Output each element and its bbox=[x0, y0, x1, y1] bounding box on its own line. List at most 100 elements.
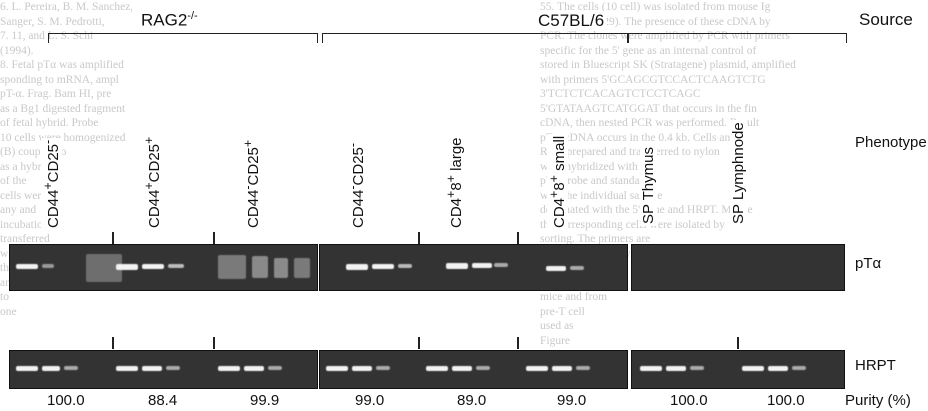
tick-a4 bbox=[517, 232, 519, 244]
phenotype-label-7: SP Thymus bbox=[640, 145, 657, 226]
purity-value-5: 89.0 bbox=[455, 392, 489, 409]
purity-value-2: 88.4 bbox=[146, 392, 180, 409]
background-text-line: stored in Bluescript SK (Stratagene) pla… bbox=[540, 59, 796, 71]
tick-a3 bbox=[418, 232, 420, 244]
purity-value-1: 100.0 bbox=[45, 392, 87, 409]
tick-b2 bbox=[213, 337, 215, 349]
ptalpha-band bbox=[472, 263, 492, 268]
tick-b1 bbox=[112, 337, 114, 349]
phenotype-label-6: CD4+8+ small bbox=[547, 133, 568, 230]
hrpt-gel-sp bbox=[631, 350, 845, 389]
hrpt-band bbox=[666, 366, 686, 371]
ptalpha-band bbox=[168, 264, 184, 268]
phenotype-label-3: CD44-CD25+ bbox=[241, 137, 262, 230]
background-text-line: 5'GTATAAGTCATGGAT that occurs in the fin bbox=[540, 102, 757, 115]
phenotype-label-5: CD4+8+ large bbox=[444, 135, 465, 230]
hrpt-band bbox=[742, 366, 764, 371]
c57-bracket bbox=[322, 33, 847, 43]
ptalpha-band bbox=[570, 266, 584, 270]
hrpt-band bbox=[42, 366, 60, 371]
background-text-line: the corresponding cells were isolated by bbox=[540, 218, 725, 231]
ptalpha-tickline bbox=[10, 228, 845, 230]
background-text-line: 8. Fetal pTα was amplified bbox=[0, 59, 124, 71]
background-text-line: used as bbox=[540, 320, 574, 332]
ptalpha-band bbox=[294, 258, 310, 278]
phenotype-row-label: Phenotype bbox=[852, 134, 928, 151]
purity-value-7: 100.0 bbox=[668, 392, 710, 409]
tick-a1 bbox=[112, 232, 114, 244]
hrpt-band bbox=[116, 366, 138, 371]
background-text-line: 6. L. Pereira, B. M. Sanchez, bbox=[0, 1, 132, 13]
hrpt-label: HRPT bbox=[852, 357, 899, 374]
purity-row-label: Purity (%) bbox=[843, 392, 913, 409]
tick-b3 bbox=[418, 337, 420, 349]
background-text-line: of the bbox=[0, 175, 27, 187]
background-text-line: as a Bg1 digested fragment bbox=[0, 102, 126, 115]
ptalpha-band bbox=[142, 264, 164, 269]
phenotype-label-2: CD44+CD25+ bbox=[142, 134, 163, 230]
ptalpha-band bbox=[546, 266, 566, 271]
background-text-line: RNA prepared and transferred to nylon bbox=[540, 146, 720, 158]
background-text-line: pT-α. Frag. Bam HI, pre bbox=[0, 88, 112, 100]
background-text-line: Sanger, S. M. Pedrotti, bbox=[0, 15, 105, 28]
background-text-line: as a hybrid bbox=[0, 160, 51, 173]
ptalpha-band bbox=[252, 256, 268, 278]
hrpt-band bbox=[768, 366, 788, 371]
ptalpha-band bbox=[218, 255, 246, 279]
background-text-line: 10 cells were homogenized bbox=[0, 131, 126, 144]
hrpt-band bbox=[268, 366, 282, 370]
background-text-line: to bbox=[0, 291, 9, 303]
source-row-label: Source bbox=[856, 10, 916, 30]
background-text-line: (1994). bbox=[0, 44, 34, 57]
hrpt-band bbox=[576, 366, 590, 370]
tick-b4 bbox=[517, 337, 519, 349]
background-text-line: pT-α cDNA occurs in the 0.4 kb. Cells an… bbox=[540, 131, 736, 144]
ptalpha-band bbox=[372, 264, 394, 269]
ptalpha-band bbox=[346, 264, 368, 270]
background-text-line: sorting. The primers are bbox=[540, 233, 651, 245]
hrpt-band bbox=[376, 366, 390, 370]
background-text-right: 55. The cells (10 cell) was isolated fro… bbox=[540, 0, 928, 411]
rag2-bracket bbox=[48, 33, 318, 43]
background-text-line: of fetal hybrid. Probe bbox=[0, 117, 99, 129]
ptalpha-band bbox=[398, 264, 412, 268]
hrpt-band bbox=[142, 366, 162, 371]
hrpt-band bbox=[452, 366, 472, 371]
hrpt-band bbox=[792, 366, 806, 370]
background-text-line: were hybridized with the bbox=[540, 160, 655, 173]
background-text-line: 3'TCTCTCACAGTCTCCTCAGC bbox=[540, 88, 701, 100]
background-text-line: Figure bbox=[540, 334, 571, 347]
phenotype-label-1: CD44+CD25- bbox=[41, 137, 62, 230]
source-c57-label: C57BL/6 bbox=[535, 11, 608, 31]
ptalpha-band bbox=[42, 264, 54, 268]
background-text-line: cDNA, then nested PCR was performed. Res… bbox=[540, 117, 760, 129]
purity-value-3: 99.9 bbox=[248, 392, 282, 409]
background-text-line: one bbox=[0, 305, 17, 318]
ptalpha-band bbox=[16, 264, 38, 269]
background-text-line: sponding to mRNA, ampl bbox=[0, 73, 119, 86]
tick-a2 bbox=[213, 232, 215, 244]
purity-value-8: 100.0 bbox=[765, 392, 807, 409]
phenotype-label-4: CD44-CD25- bbox=[346, 140, 367, 230]
ptalpha-band bbox=[446, 263, 468, 269]
hrpt-gel-rag2 bbox=[9, 350, 318, 389]
hrpt-band bbox=[426, 366, 448, 371]
phenotype-label-8: SP Lymphnode bbox=[730, 120, 747, 226]
ptalpha-band bbox=[116, 264, 138, 270]
hrpt-band bbox=[352, 366, 372, 371]
hrpt-band bbox=[244, 366, 264, 371]
background-text-line: with primers 5'GCAGCGTCCACTCAAGTCTG bbox=[540, 73, 766, 86]
c57-bracket-tick bbox=[627, 33, 629, 43]
hrpt-band bbox=[552, 366, 572, 371]
background-text-line: any and bbox=[0, 204, 37, 216]
purity-value-4: 99.0 bbox=[353, 392, 387, 409]
hrpt-band bbox=[16, 366, 38, 371]
hrpt-band bbox=[690, 366, 704, 370]
hrpt-band bbox=[218, 366, 240, 371]
source-rag2-label: RAG2-/- bbox=[138, 10, 201, 31]
hrpt-band bbox=[526, 366, 548, 371]
purity-value-6: 99.0 bbox=[555, 392, 589, 409]
background-text-line: with the individual sample bbox=[540, 189, 663, 202]
background-text-line: transferred bbox=[0, 233, 50, 245]
